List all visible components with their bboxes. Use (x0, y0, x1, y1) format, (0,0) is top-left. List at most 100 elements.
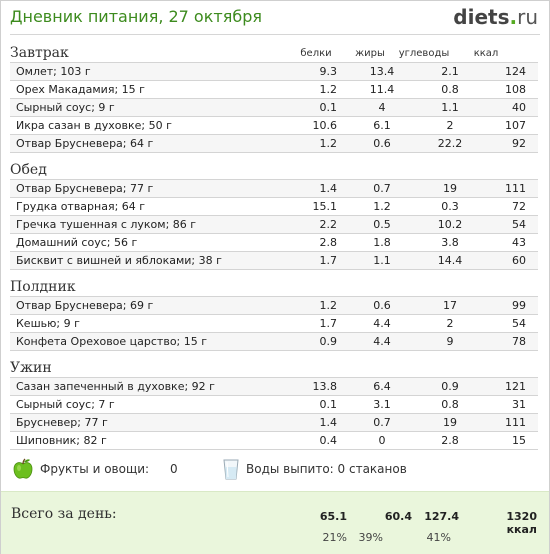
food-fat: 6.1 (373, 119, 391, 132)
food-protein: 1.2 (319, 299, 338, 312)
logo-main: diets (453, 5, 510, 29)
total-carbs: 127.4 (424, 510, 459, 523)
food-protein: 9.3 (319, 65, 338, 78)
food-row[interactable]: Сазан запеченный в духовке; 92 г 13.8 6.4 0… (10, 378, 538, 396)
food-row[interactable]: Сырный соус; 9 г 0.1 4 1.1 40 (10, 99, 538, 117)
food-fat: 11.4 (369, 83, 395, 96)
food-fat: 0.7 (373, 182, 391, 195)
food-fat: 1.8 (373, 236, 391, 249)
food-kcal: 31 (512, 398, 526, 411)
food-row[interactable]: Кешью; 9 г 1.7 4.4 2 54 (10, 315, 538, 333)
food-protein: 1.2 (319, 137, 338, 150)
food-carbs: 10.2 (437, 218, 463, 231)
water-glass-icon (223, 459, 239, 480)
section-gap (10, 351, 538, 359)
food-name: Омлет; 103 г (16, 65, 91, 78)
protein-percent: 21% (322, 531, 347, 544)
food-row[interactable]: Омлет; 103 г 9.3 13.4 2.1 124 (10, 63, 538, 81)
meal-section: Полдник Отвар Брусневера; 69 г 1.2 0.6 17 99 К… (10, 278, 538, 351)
food-kcal: 111 (505, 182, 526, 195)
food-name: Орех Макадамия; 15 г (16, 83, 145, 96)
food-kcal: 108 (505, 83, 526, 96)
food-row[interactable]: Конфета Ореховое царство; 15 г 0.9 4.4 9 78 (10, 333, 538, 351)
food-carbs: 3.8 (441, 236, 459, 249)
food-name: Гречка тушенная с луком; 86 г (16, 218, 197, 231)
food-protein: 1.4 (319, 416, 338, 429)
food-carbs: 14.4 (437, 254, 463, 267)
food-fat: 0.7 (373, 416, 391, 429)
section-gap (10, 153, 538, 161)
food-carbs: 0.8 (441, 83, 459, 96)
food-row[interactable]: Шиповник; 82 г 0.4 0 2.8 15 (10, 432, 538, 450)
food-protein: 1.7 (319, 254, 338, 267)
carbs-percent: 41% (426, 531, 451, 544)
meal-section: Завтрак белки жиры углеводы ккал Омлет; 103 г… (10, 44, 538, 153)
fruits-label: Фрукты и овощи: (40, 462, 150, 476)
food-fat: 1.2 (373, 200, 391, 213)
food-fat: 4.4 (373, 317, 391, 330)
food-protein: 0.4 (319, 434, 338, 447)
food-carbs: 9 (446, 335, 454, 348)
food-fat: 0.5 (373, 218, 391, 231)
food-row[interactable]: Брусневер; 77 г 1.4 0.7 19 111 (10, 414, 538, 432)
food-row[interactable]: Отвар Брусневера; 77 г 1.4 0.7 19 111 (10, 180, 538, 198)
food-fat: 0.6 (373, 137, 391, 150)
food-name: Конфета Ореховое царство; 15 г (16, 335, 208, 348)
food-carbs: 2 (446, 119, 454, 132)
food-protein: 1.4 (319, 182, 338, 195)
food-row[interactable]: Орех Макадамия; 15 г 1.2 11.4 0.8 108 (10, 81, 538, 99)
meal-title: Ужин (10, 360, 52, 376)
food-name: Грудка отварная; 64 г (16, 200, 146, 213)
section-gap (10, 270, 538, 278)
logo-tld: ru (517, 5, 538, 29)
food-name: Домашний соус; 56 г (16, 236, 138, 249)
diets-logo[interactable]: diets.ru (453, 5, 538, 29)
column-header: белки (300, 48, 332, 59)
food-kcal: 54 (512, 218, 526, 231)
food-name: Отвар Брусневера; 64 г (16, 137, 154, 150)
food-row[interactable]: Бисквит с вишней и яблоками; 38 г 1.7 1.1 1… (10, 252, 538, 270)
food-protein: 0.1 (319, 398, 338, 411)
food-fat: 4.4 (373, 335, 391, 348)
column-header: жиры (355, 48, 385, 59)
meal-title: Завтрак (10, 45, 69, 61)
food-fat: 3.1 (373, 398, 391, 411)
food-kcal: 40 (512, 101, 526, 114)
food-protein: 1.7 (319, 317, 338, 330)
food-kcal: 78 (512, 335, 526, 348)
food-carbs: 0.8 (441, 398, 459, 411)
food-row[interactable]: Отвар Брусневера; 69 г 1.2 0.6 17 99 (10, 297, 538, 315)
food-protein: 15.1 (312, 200, 338, 213)
food-row[interactable]: Отвар Брусневера; 64 г 1.2 0.6 22.2 92 (10, 135, 538, 153)
food-row[interactable]: Гречка тушенная с луком; 86 г 2.2 0.5 10.2 5… (10, 216, 538, 234)
food-carbs: 2 (446, 317, 454, 330)
food-protein: 13.8 (312, 380, 338, 393)
food-row[interactable]: Грудка отварная; 64 г 15.1 1.2 0.3 72 (10, 198, 538, 216)
food-protein: 2.2 (319, 218, 338, 231)
food-name: Сазан запеченный в духовке; 92 г (16, 380, 215, 393)
food-protein: 0.1 (319, 101, 338, 114)
food-carbs: 2.8 (441, 434, 459, 447)
page-title: Дневник питания, 27 октября (10, 7, 262, 26)
food-carbs: 19 (443, 416, 457, 429)
food-row[interactable]: Сырный соус; 7 г 0.1 3.1 0.8 31 (10, 396, 538, 414)
food-protein: 1.2 (319, 83, 338, 96)
food-name: Сырный соус; 7 г (16, 398, 115, 411)
food-kcal: 99 (512, 299, 526, 312)
food-carbs: 1.1 (441, 101, 459, 114)
food-fat: 6.4 (373, 380, 391, 393)
food-fat: 4 (378, 101, 386, 114)
meal-section: Обед Отвар Брусневера; 77 г 1.4 0.7 19 111 Гру… (10, 161, 538, 270)
meal-section: Ужин Сазан запеченный в духовке; 92 г 13.8… (10, 359, 538, 450)
fat-percent: 39% (358, 531, 383, 544)
food-row[interactable]: Икра сазан в духовке; 50 г 10.6 6.1 2 107 (10, 117, 538, 135)
food-kcal: 72 (512, 200, 526, 213)
meals-table: Завтрак белки жиры углеводы ккал Омлет; 103 г… (10, 44, 538, 450)
food-name: Брусневер; 77 г (16, 416, 108, 429)
food-carbs: 19 (443, 182, 457, 195)
food-carbs: 0.9 (441, 380, 459, 393)
total-fat: 60.4 (384, 510, 412, 523)
food-row[interactable]: Домашний соус; 56 г 2.8 1.8 3.8 43 (10, 234, 538, 252)
totals-label: Всего за день: (11, 506, 117, 522)
food-name: Шиповник; 82 г (16, 434, 107, 447)
